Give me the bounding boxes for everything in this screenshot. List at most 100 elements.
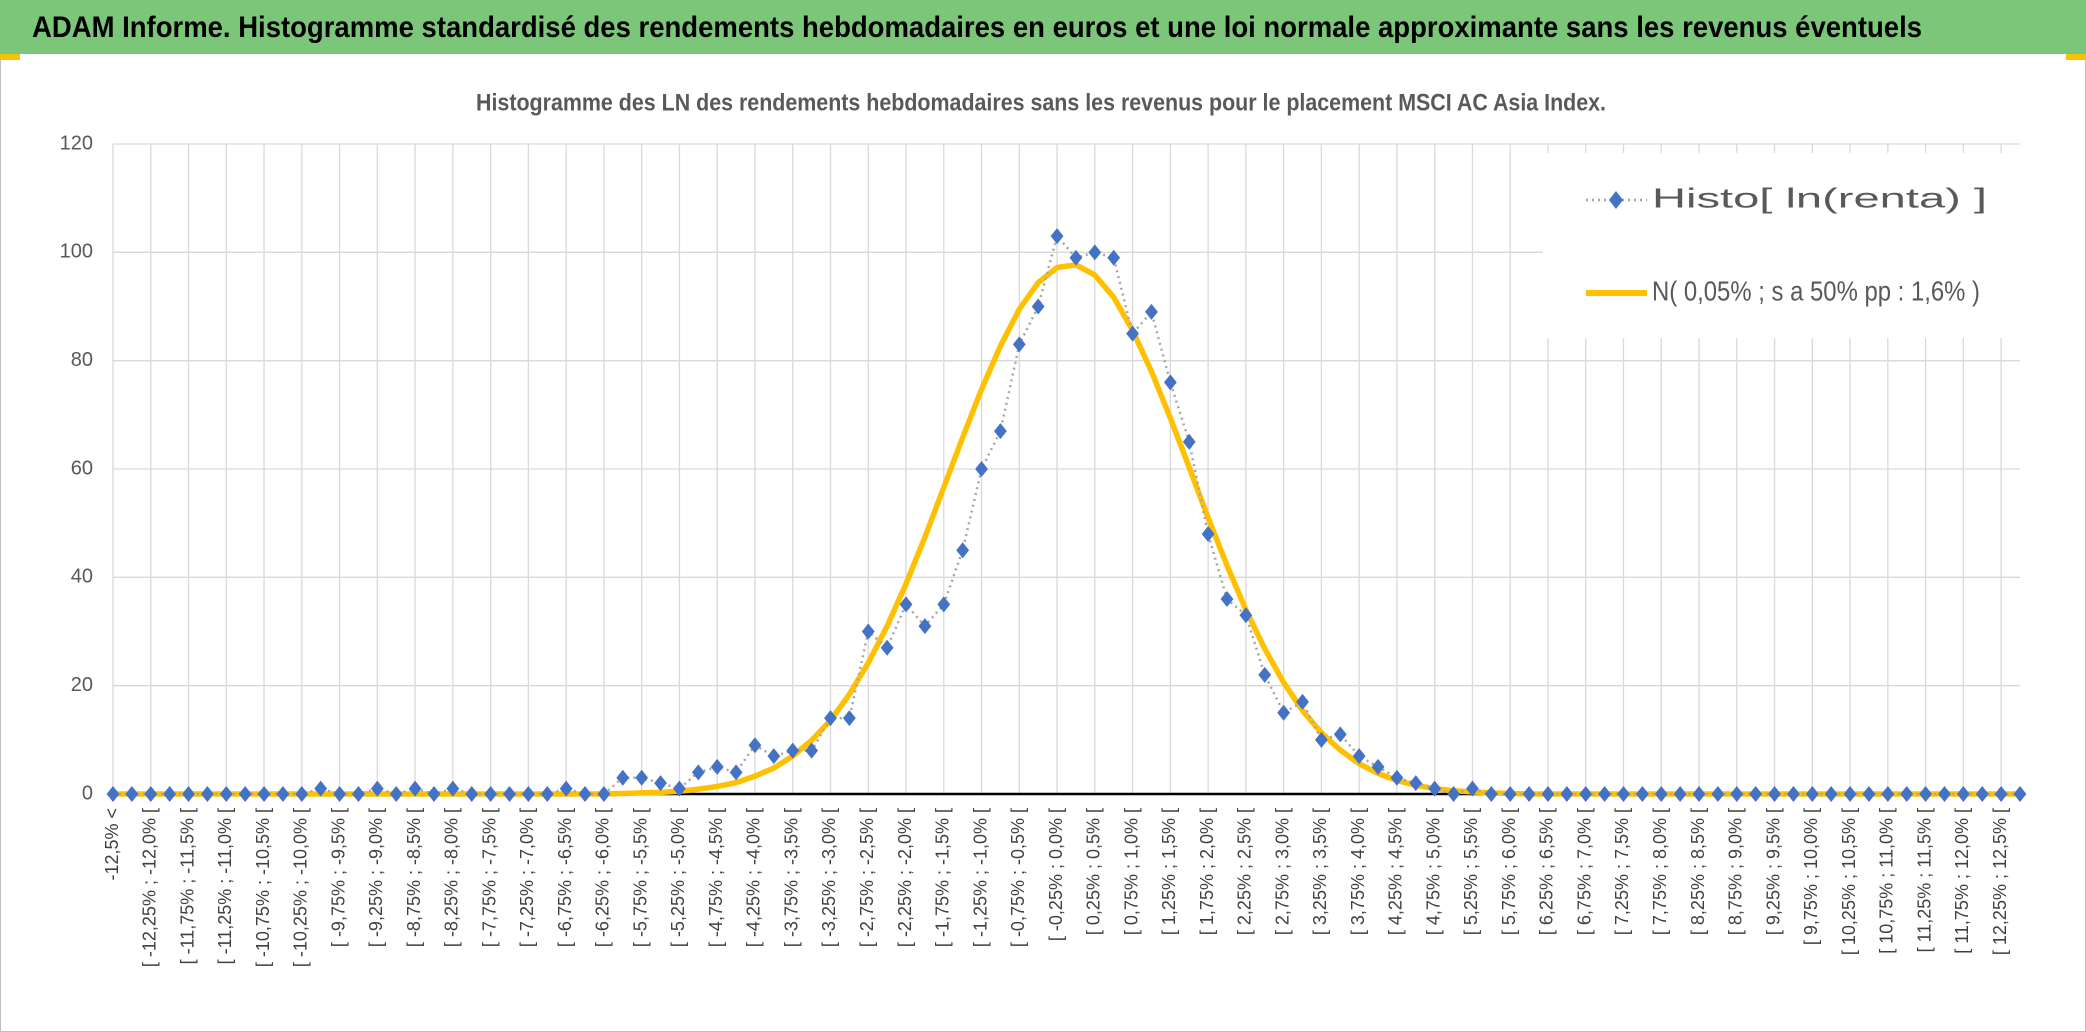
data-point xyxy=(1182,433,1196,450)
x-tick-label: [ 10,75% ; 11,0% [ xyxy=(1877,808,1897,954)
data-point xyxy=(1352,748,1366,765)
x-tick-label: [ 5,75% ; 6,0% [ xyxy=(1499,808,1519,935)
data-point xyxy=(994,423,1007,440)
y-tick-label: 100 xyxy=(60,241,93,263)
data-point xyxy=(635,769,649,786)
data-point xyxy=(1805,786,1819,802)
data-point xyxy=(1371,758,1385,775)
data-point xyxy=(1012,336,1026,353)
data-point xyxy=(861,623,875,640)
x-tick-label: [ 12,25% ; 12,5% [ xyxy=(1990,808,2010,955)
x-tick-label: [ 6,75% ; 7,0% [ xyxy=(1574,808,1594,935)
data-point xyxy=(1635,786,1649,802)
data-point xyxy=(1314,731,1328,748)
data-point xyxy=(1126,325,1139,342)
data-point xyxy=(1258,666,1272,683)
data-point xyxy=(1522,786,1536,802)
x-tick-label: [ -0,25% ; 0,0% [ xyxy=(1046,808,1066,941)
data-point xyxy=(238,786,252,802)
data-point xyxy=(1541,786,1555,802)
chart-title: Histogramme des LN des rendements hebdom… xyxy=(476,89,1606,116)
data-point xyxy=(1560,786,1574,802)
x-tick-label: [ -6,25% ; -6,0% [ xyxy=(593,808,613,947)
y-tick-label: 40 xyxy=(71,566,93,588)
data-point xyxy=(1220,591,1234,607)
x-tick-label: [ -8,75% ; -8,5% [ xyxy=(404,808,424,947)
data-point xyxy=(521,786,535,802)
x-tick-label: [ -1,75% ; -1,5% [ xyxy=(933,808,953,947)
data-point xyxy=(1768,786,1781,802)
x-tick-label: [ -0,75% ; -0,5% [ xyxy=(1008,808,1028,947)
data-point xyxy=(427,786,441,802)
x-tick-label: [ 8,25% ; 8,5% [ xyxy=(1688,808,1708,935)
data-point xyxy=(503,786,516,802)
data-point xyxy=(748,737,762,754)
x-tick-label: [ 9,25% ; 9,5% [ xyxy=(1763,808,1783,935)
x-tick-label: [ -10,75% ; -10,5% [ xyxy=(253,808,273,967)
x-tick-label: -12,5% < xyxy=(102,808,122,881)
data-point xyxy=(1994,786,2008,802)
data-point xyxy=(484,786,498,802)
data-point xyxy=(314,780,328,797)
data-point xyxy=(918,618,932,635)
data-point xyxy=(786,742,800,759)
x-tick-label: [ -8,25% ; -8,0% [ xyxy=(442,808,462,947)
x-tick-label: [ 10,25% ; 10,5% [ xyxy=(1839,808,1859,955)
x-tick-label: [ -2,25% ; -2,0% [ xyxy=(895,808,915,947)
x-tick-label: [ -9,75% ; -9,5% [ xyxy=(328,808,348,947)
data-point xyxy=(1088,244,1102,261)
data-point xyxy=(1598,786,1612,802)
legend-label: Histo[ ln(renta) ] xyxy=(1652,182,1987,213)
y-tick-label: 120 xyxy=(60,132,93,154)
data-point xyxy=(578,786,592,802)
x-tick-label: [ -4,75% ; -4,5% [ xyxy=(706,808,726,947)
data-point xyxy=(1692,786,1706,802)
data-point xyxy=(616,769,630,786)
x-tick-label: [ -7,75% ; -7,5% [ xyxy=(479,808,499,947)
x-tick-label: [ 0,25% ; 0,5% [ xyxy=(1084,808,1104,935)
data-point xyxy=(767,748,781,765)
x-tick-label: [ -7,25% ; -7,0% [ xyxy=(517,808,537,947)
data-point xyxy=(1919,786,1932,802)
data-point xyxy=(219,786,233,802)
x-tick-label: [ -6,75% ; -6,5% [ xyxy=(555,808,575,947)
data-point xyxy=(1428,780,1442,797)
data-point xyxy=(1409,775,1423,792)
x-tick-label: [ -3,75% ; -3,5% [ xyxy=(781,808,801,947)
x-tick-label: [ 7,75% ; 8,0% [ xyxy=(1650,808,1670,935)
data-point xyxy=(1824,786,1838,802)
x-tick-label: [ 4,75% ; 5,0% [ xyxy=(1423,808,1443,935)
x-tick-label: [ 8,75% ; 9,0% [ xyxy=(1726,808,1746,935)
data-point xyxy=(465,786,479,802)
data-point xyxy=(880,639,894,656)
data-point xyxy=(1069,249,1083,266)
data-point xyxy=(163,786,177,802)
data-point xyxy=(805,742,819,759)
data-point xyxy=(2013,786,2027,802)
y-tick-label: 20 xyxy=(71,674,93,696)
data-point xyxy=(1296,693,1309,710)
data-point xyxy=(1503,786,1517,802)
corner xyxy=(2066,54,2086,60)
legend-label: N( 0,05% ; s a 50% pp : 1,6% ) xyxy=(1652,275,1980,306)
data-point xyxy=(1031,298,1045,315)
data-point xyxy=(1277,704,1291,721)
x-tick-label: [ -5,75% ; -5,5% [ xyxy=(630,808,650,947)
data-point xyxy=(1579,786,1593,802)
x-tick-label: [ -11,75% ; -11,5% [ xyxy=(177,808,197,964)
data-point xyxy=(106,786,120,802)
legend-marker xyxy=(1609,191,1623,209)
data-point xyxy=(1333,726,1347,743)
x-tick-label: [ 3,25% ; 3,5% [ xyxy=(1310,808,1330,935)
data-point xyxy=(1749,786,1763,802)
x-tick-label: [ 0,75% ; 1,0% [ xyxy=(1121,808,1141,935)
x-tick-label: [ 4,25% ; 4,5% [ xyxy=(1386,808,1406,935)
x-tick-label: [ -11,25% ; -11,0% [ xyxy=(215,808,235,964)
data-point xyxy=(1163,374,1177,391)
x-tick-label: [ 11,75% ; 12,0% [ xyxy=(1952,808,1972,954)
data-point xyxy=(389,786,403,802)
data-point xyxy=(201,786,214,802)
data-point xyxy=(691,764,705,781)
data-point xyxy=(975,461,988,477)
